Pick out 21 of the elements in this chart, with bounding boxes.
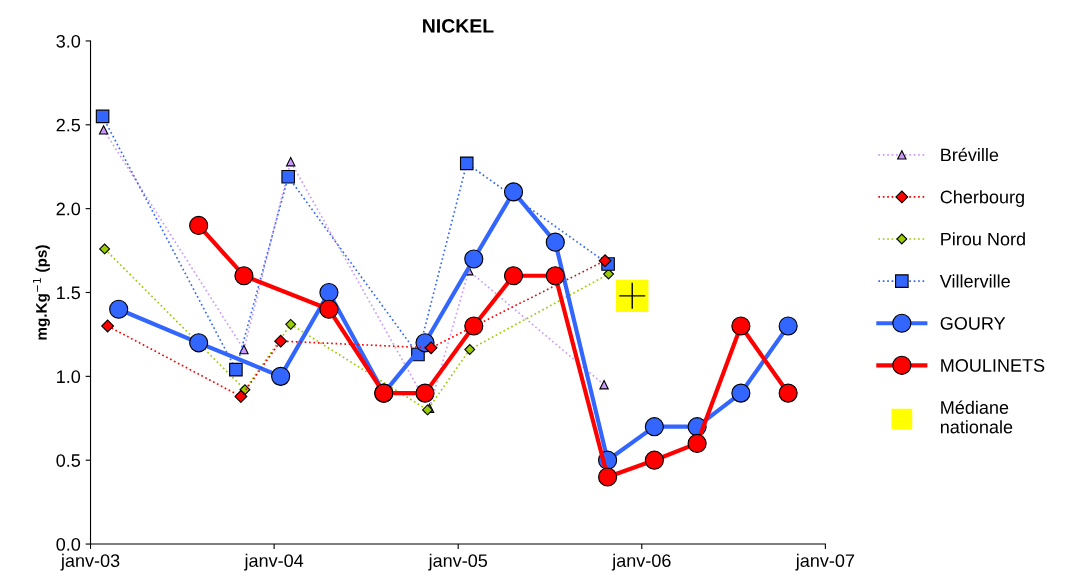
legend-label: Bréville xyxy=(941,147,999,162)
y-tick-label: 1.0 xyxy=(57,370,81,384)
y-tick-label: 2.0 xyxy=(56,202,81,216)
x-tick-label: janv-07 xyxy=(795,553,855,571)
legend-label: Villerville xyxy=(939,274,1010,288)
y-tick-label: 3.0 xyxy=(56,34,81,48)
y-tick-label: 0.0 xyxy=(56,537,81,551)
x-tick-label: janv-04 xyxy=(244,553,304,571)
y-axis-title: mg.Kg$^{−1}$ (ps) xyxy=(33,245,50,340)
x-tick-label: janv-06 xyxy=(611,553,671,571)
y-tick-label: 2.5 xyxy=(56,118,81,132)
chart-title: NICKEL xyxy=(423,19,494,33)
y-tick-label: 0.5 xyxy=(56,454,81,467)
x-tick-label: janv-05 xyxy=(428,553,488,571)
legend-label: GOURY xyxy=(940,316,1006,330)
legend-label: Médiane nationale xyxy=(940,400,1013,434)
legend-label: Pirou Nord xyxy=(941,232,1025,246)
y-tick-label: 1.5 xyxy=(57,286,81,300)
legend-label: Cherbourg xyxy=(940,190,1024,207)
legend-label: MOULINETS xyxy=(941,359,1045,372)
x-tick-label: janv-03 xyxy=(60,553,120,571)
